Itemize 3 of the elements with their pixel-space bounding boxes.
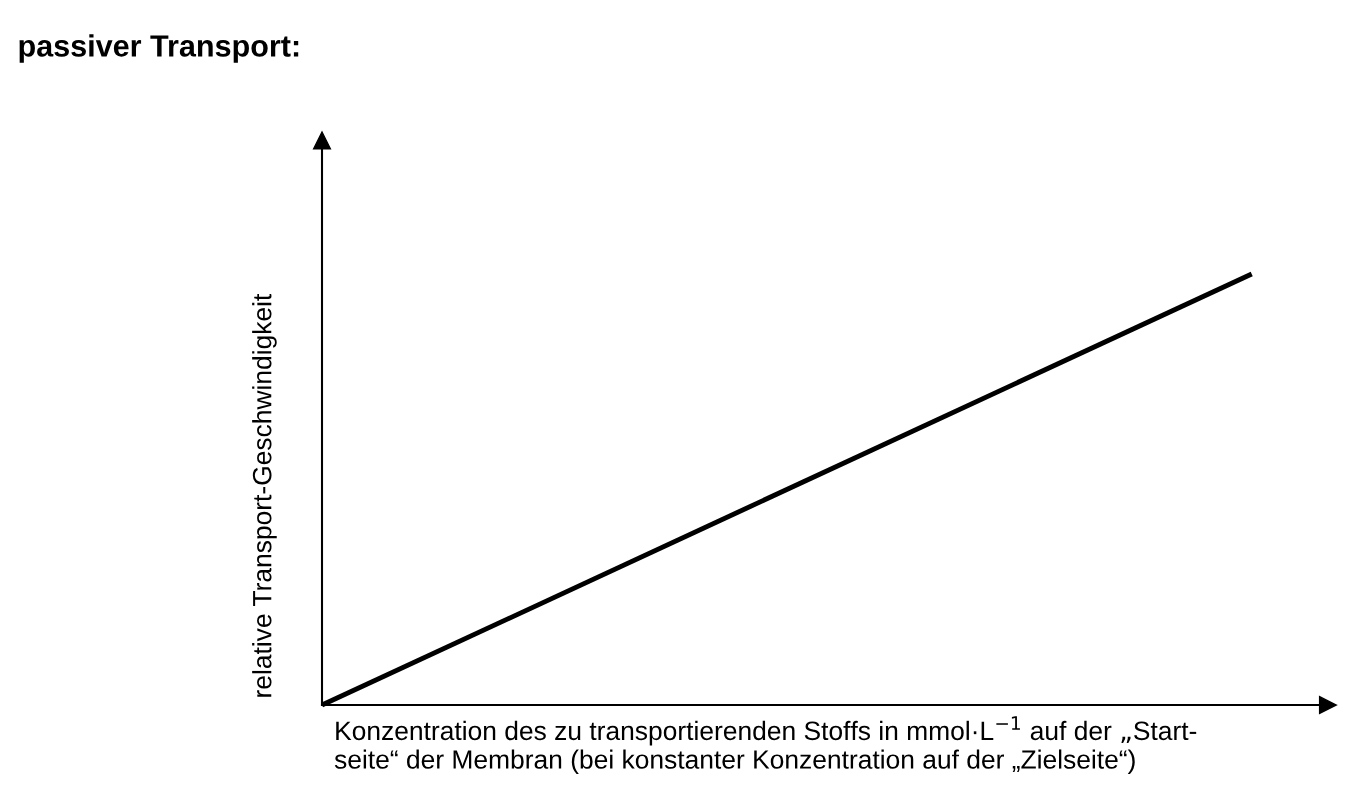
x-axis-title: Konzentration des zu transportierenden Stoffs in mmol·L$^{−1}$ auf der „Start- seite“ der Membran (bei konstanter Konzentration auf der „Zielseite“) — [334, 716, 1197, 775]
chart-title: passiver Transport: — [19, 34, 299, 63]
y-axis-title: relative Transport-Geschwindigkeit — [252, 293, 277, 697]
